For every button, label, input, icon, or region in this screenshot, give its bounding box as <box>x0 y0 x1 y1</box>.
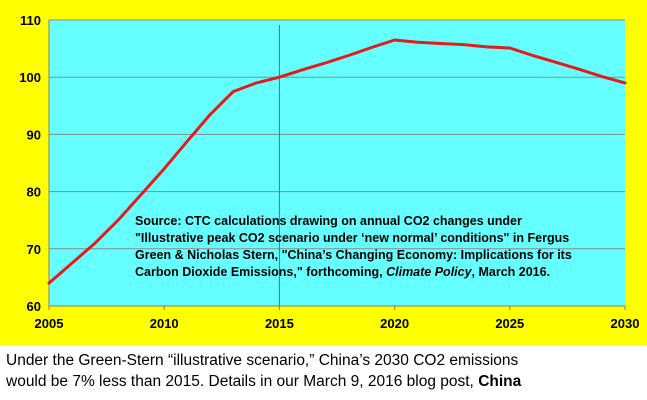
x-tick-label-2005: 2005 <box>35 316 64 331</box>
y-tick-label-110: 110 <box>20 13 41 28</box>
journal-name: Climate Policy <box>386 265 472 279</box>
y-tick-label-80: 80 <box>27 185 41 200</box>
annotation-line-4-b: , March 2016. <box>471 265 551 279</box>
annotation-line-3: Green & Nicholas Stern, "China’s Changin… <box>135 248 572 262</box>
x-tick-label-2025: 2025 <box>495 316 524 331</box>
y-tick-label-60: 60 <box>27 299 41 314</box>
y-tick-labels: 60 70 80 90 100 110 <box>19 13 41 314</box>
line-chart: 60 70 80 90 100 110 2005 2010 2015 2020 2025 2030 <box>19 13 640 331</box>
annotation-line-4: Carbon Dioxide Emissions," forthcoming, … <box>135 264 615 281</box>
caption-line-2: would be 7% less than 2015. Details in o… <box>6 371 646 392</box>
blog-post-link[interactable]: China <box>478 373 522 390</box>
caption-line-1: Under the Green-Stern “illustrative scen… <box>6 352 519 369</box>
source-annotation: Source: CTC calculations drawing on annu… <box>135 213 615 281</box>
caption-line-2-text: would be 7% less than 2015. Details in o… <box>6 373 479 390</box>
plot-area <box>49 20 625 306</box>
x-tick-labels: 2005 2010 2015 2020 2025 2030 <box>35 316 640 331</box>
series-line-0 <box>47 38 627 285</box>
annotation-line-4-a: Carbon Dioxide Emissions," forthcoming, <box>135 265 387 279</box>
x-tick-label-2010: 2010 <box>150 316 179 331</box>
x-tick-label-2015: 2015 <box>265 316 294 331</box>
annotation-line-2: "Illustrative peak CO2 scenario under ‘n… <box>135 231 570 245</box>
x-tick-label-2020: 2020 <box>380 316 409 331</box>
series-layer <box>47 38 627 285</box>
caption: Under the Green-Stern “illustrative scen… <box>6 350 646 392</box>
y-tick-label-100: 100 <box>19 70 41 85</box>
axes <box>48 20 626 310</box>
chart-panel: 60 70 80 90 100 110 2005 2010 2015 2020 2025 2030 … <box>0 0 647 345</box>
y-tick-label-70: 70 <box>27 242 41 257</box>
annotation-line-1: Source: CTC calculations drawing on annu… <box>135 214 522 228</box>
x-tick-label-2030: 2030 <box>611 316 640 331</box>
y-tick-label-90: 90 <box>27 127 41 142</box>
